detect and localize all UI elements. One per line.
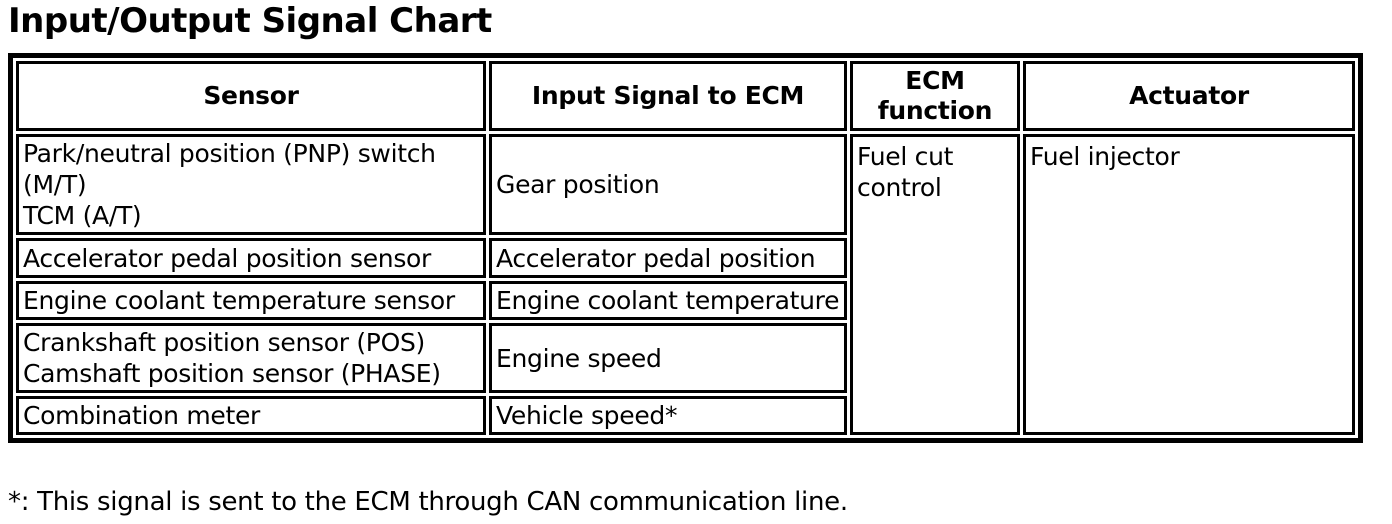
sensor-cell: Combination meter xyxy=(16,396,486,435)
input-signal-cell: Engine coolant temperature xyxy=(489,281,847,320)
io-signal-table: Sensor Input Signal to ECM ECM function … xyxy=(8,53,1363,443)
actuator-cell: Fuel injector xyxy=(1023,134,1355,435)
table-row: Crankshaft position sensor (POS) Camshaf… xyxy=(16,323,1355,393)
table-row: Park/neutral position (PNP) switch (M/T)… xyxy=(16,134,1355,435)
table-row: Combination meter Vehicle speed* xyxy=(16,396,1355,435)
column-header-input-signal: Input Signal to ECM xyxy=(489,61,847,131)
ecm-function-cell: Fuel cut control xyxy=(850,134,1020,435)
table-row: Accelerator pedal position sensor Accele… xyxy=(16,238,1355,278)
table-header-row: Sensor Input Signal to ECM ECM function … xyxy=(16,61,1355,131)
column-header-actuator: Actuator xyxy=(1023,61,1355,131)
footnote: *: This signal is sent to the ECM throug… xyxy=(8,487,848,517)
input-signal-cell: Vehicle speed* xyxy=(489,396,847,435)
column-header-sensor: Sensor xyxy=(16,61,486,131)
sensor-cell: Crankshaft position sensor (POS) Camshaf… xyxy=(16,323,486,393)
page-title: Input/Output Signal Chart xyxy=(8,1,492,41)
table-row: Engine coolant temperature sensor Engine… xyxy=(16,281,1355,320)
sensor-cell: Park/neutral position (PNP) switch (M/T)… xyxy=(16,134,486,235)
sensor-cell: Accelerator pedal position sensor xyxy=(16,238,486,278)
input-signal-cell: Engine speed xyxy=(489,323,847,393)
input-signal-cell: Accelerator pedal position xyxy=(489,238,847,278)
sensor-cell: Engine coolant temperature sensor xyxy=(16,281,486,320)
input-signal-cell: Gear position xyxy=(489,134,847,235)
column-header-ecm-function: ECM function xyxy=(850,61,1020,131)
